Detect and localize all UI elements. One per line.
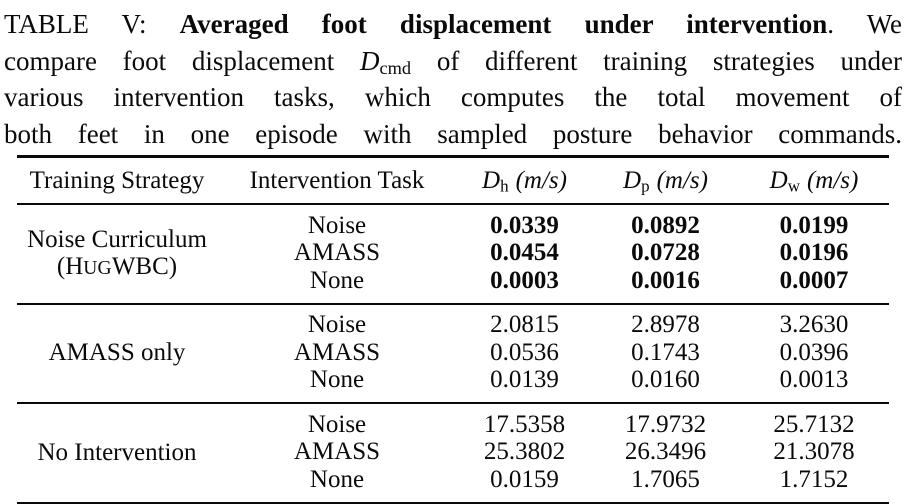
group-no-intervention: No Intervention Noise 17.5358 17.9732 25… bbox=[17, 404, 889, 502]
strategy-line-1: Noise Curriculum bbox=[27, 226, 207, 254]
value-cell: 25.7132 bbox=[773, 410, 855, 438]
dw-sub: w bbox=[787, 176, 800, 196]
dw-unit: (m/s) bbox=[806, 166, 859, 194]
value-cell: 0.0139 bbox=[490, 366, 559, 394]
caption-line-3: various intervention tasks, which comput… bbox=[4, 82, 902, 112]
table-rule-header bbox=[17, 203, 889, 205]
header-training-strategy: Training Strategy bbox=[29, 166, 205, 194]
hugwbc-post: WBC) bbox=[111, 253, 178, 281]
caption-line-1-rest: . We bbox=[827, 9, 902, 39]
value-cell: 2.8978 bbox=[631, 311, 700, 339]
value-cell: 0.0199 bbox=[779, 211, 849, 239]
caption-table-label: TABLE V: bbox=[4, 9, 180, 39]
value-cell: 0.0339 bbox=[490, 211, 559, 239]
task-cell: Noise bbox=[307, 311, 367, 339]
value-cell: 21.3078 bbox=[773, 438, 855, 466]
header-metric-dw: Dw (m/s) bbox=[739, 167, 889, 195]
hugwbc-smallcaps: UG bbox=[83, 258, 112, 280]
value-cell: 0.0454 bbox=[490, 239, 559, 267]
dp-unit: (m/s) bbox=[656, 166, 708, 194]
group-amass-only: AMASS only Noise 2.0815 2.8978 3.2630 AM… bbox=[17, 305, 889, 403]
caption-line-2-pre: compare foot displacement bbox=[4, 45, 360, 76]
value-cell: 1.7065 bbox=[631, 465, 700, 493]
value-cell: 17.5358 bbox=[483, 410, 566, 438]
value-cell: 3.2630 bbox=[779, 311, 849, 339]
strategy-line-1: AMASS only bbox=[48, 339, 186, 367]
table-rule-group-2 bbox=[17, 402, 889, 404]
value-cell: 0.0396 bbox=[779, 338, 849, 366]
dp-sub: p bbox=[641, 176, 650, 196]
value-cell: 0.0007 bbox=[779, 266, 849, 294]
task-cell: None bbox=[309, 465, 365, 493]
value-cell: 1.7152 bbox=[779, 465, 849, 493]
value-cell: 0.0160 bbox=[631, 366, 700, 394]
value-cell: 0.0536 bbox=[490, 338, 559, 366]
value-cell: 2.0815 bbox=[490, 311, 559, 339]
table-caption: TABLE V: Averaged foot displacement unde… bbox=[4, 6, 902, 152]
strategy-no-intervention: No Intervention bbox=[17, 439, 217, 466]
caption-line-2: compare foot displacement Dcmd of differ… bbox=[4, 43, 902, 80]
dp-var: D bbox=[623, 166, 642, 194]
group-noise-curriculum: Noise Curriculum (HUGWBC) Noise 0.0339 0… bbox=[17, 205, 889, 303]
value-cell: 0.0728 bbox=[631, 239, 700, 267]
table-rule-bottom bbox=[17, 501, 889, 504]
dw-var: D bbox=[769, 166, 788, 194]
value-cell: 0.1743 bbox=[631, 338, 700, 366]
hugwbc-pre: (H bbox=[56, 253, 84, 281]
caption-line-2-rest: of different training strategies under bbox=[411, 45, 902, 76]
task-cell: AMASS bbox=[293, 438, 381, 466]
table-header-row: Training Strategy Intervention Task Dh (m… bbox=[17, 158, 889, 203]
value-cell: 0.0196 bbox=[779, 239, 849, 267]
header-metric-dh: Dh (m/s) bbox=[457, 167, 592, 195]
task-cell: None bbox=[309, 366, 365, 394]
caption-line-1: TABLE V: Averaged foot displacement unde… bbox=[4, 6, 902, 43]
task-cell: Noise bbox=[307, 211, 367, 239]
task-cell: AMASS bbox=[293, 239, 381, 267]
dh-sub: h bbox=[500, 176, 509, 196]
header-metric-dp: Dp (m/s) bbox=[592, 167, 739, 195]
results-table: Training Strategy Intervention Task Dh (m… bbox=[17, 155, 889, 504]
value-cell: 17.9732 bbox=[624, 410, 707, 438]
value-cell: 0.0013 bbox=[779, 366, 849, 394]
table-rule-group-1 bbox=[17, 302, 889, 305]
math-d-cmd-var: D bbox=[360, 45, 380, 76]
value-cell: 0.0892 bbox=[631, 211, 700, 239]
strategy-noise-curriculum: Noise Curriculum (HUGWBC) bbox=[17, 226, 217, 280]
value-cell: 0.0016 bbox=[631, 266, 700, 294]
task-cell: None bbox=[309, 266, 365, 294]
caption-title: Averaged foot displacement under interve… bbox=[179, 9, 828, 39]
task-cell: Noise bbox=[307, 410, 367, 438]
table-rule-top bbox=[17, 155, 889, 158]
math-d-cmd-sub: cmd bbox=[379, 57, 412, 78]
dh-unit: (m/s) bbox=[515, 166, 567, 194]
strategy-line-1: No Intervention bbox=[37, 438, 197, 466]
value-cell: 0.0003 bbox=[490, 266, 559, 294]
value-cell: 0.0159 bbox=[490, 465, 559, 493]
strategy-line-2: (HUGWBC) bbox=[17, 253, 217, 280]
strategy-amass-only: AMASS only bbox=[17, 339, 217, 366]
task-cell: AMASS bbox=[293, 338, 381, 366]
value-cell: 25.3802 bbox=[483, 438, 566, 466]
dh-var: D bbox=[482, 166, 501, 194]
header-intervention-task: Intervention Task bbox=[249, 166, 425, 194]
value-cell: 26.3496 bbox=[624, 438, 707, 466]
caption-line-4: both feet in one episode with sampled po… bbox=[4, 118, 902, 149]
